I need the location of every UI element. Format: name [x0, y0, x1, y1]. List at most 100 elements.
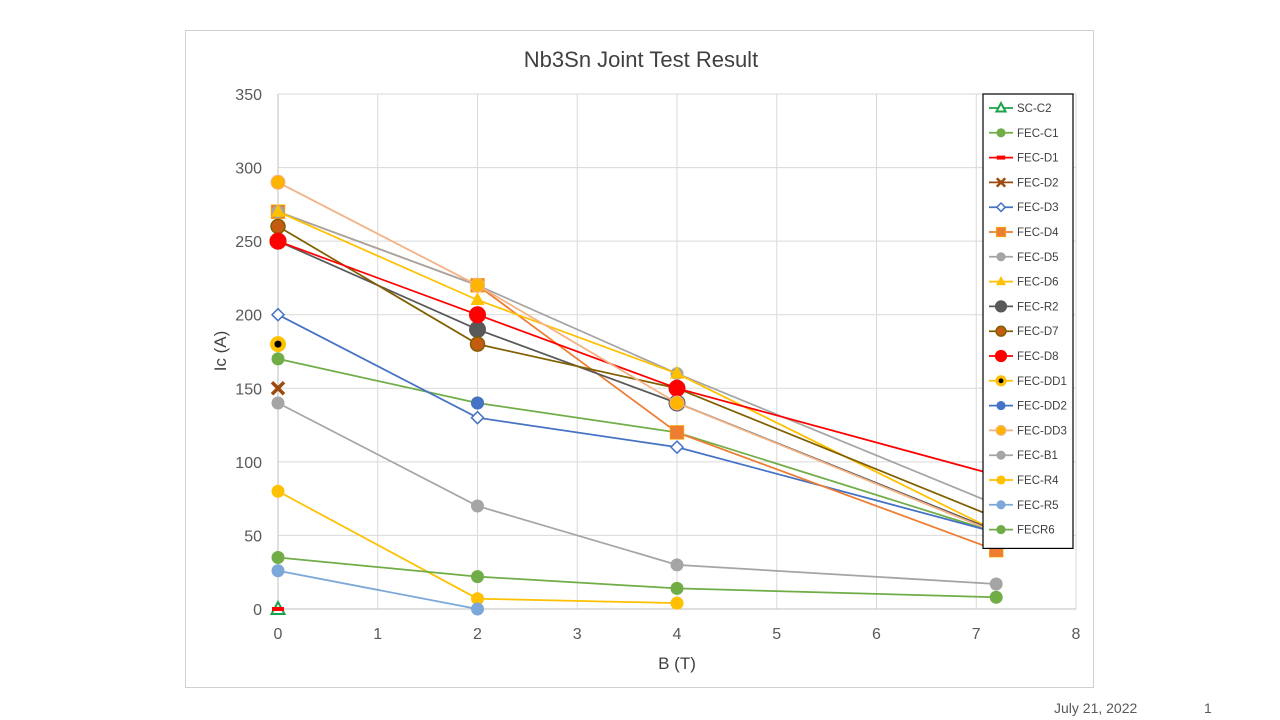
slide-date: July 21, 2022	[1054, 700, 1138, 716]
data-point-fec-r2	[469, 320, 486, 338]
legend-marker	[994, 101, 1008, 113]
data-point-fec-d8	[269, 232, 287, 250]
legend-item-fec-d3: FEC-D3	[989, 201, 1059, 214]
x-tick-label: 5	[772, 626, 781, 643]
legend-label: SC-C2	[1017, 103, 1052, 115]
data-point-fec-c1	[271, 352, 285, 366]
series-line-fec-d3	[277, 313, 997, 534]
x-tick-label: 8	[1072, 626, 1081, 643]
legend-item-fec-dd2: FEC-DD2	[989, 401, 1067, 413]
legend-label: FEC-D3	[1017, 202, 1059, 214]
series-line-fec-d7	[277, 225, 997, 519]
data-point-fec-d3	[669, 440, 685, 455]
legend-marker	[995, 201, 1007, 213]
legend-box	[982, 93, 1074, 549]
y-tick-label: 0	[253, 602, 262, 619]
series-fec-dd1	[270, 336, 286, 353]
legend-marker	[996, 500, 1006, 510]
legend-item-fec-r5: FEC-R5	[989, 500, 1059, 512]
y-tick-label: 300	[235, 161, 262, 178]
data-point-fec-r4	[670, 596, 684, 610]
legend-item-fec-dd3: FEC-DD3	[989, 425, 1067, 437]
legend-label: FEC-D2	[1017, 177, 1059, 189]
series-line-fec-d5	[277, 210, 997, 506]
data-point-fec-b1	[471, 499, 484, 513]
series-fec-d2	[270, 381, 286, 396]
series-line-fec-c1	[277, 358, 997, 534]
series-fecr6	[271, 551, 1003, 604]
legend-label: FEC-R4	[1017, 475, 1059, 487]
legend-label: FEC-D8	[1017, 351, 1059, 363]
x-axis-label: B (T)	[658, 654, 696, 673]
data-point-fec-d6	[271, 203, 285, 217]
legend-item-fec-r4: FEC-R4	[989, 475, 1059, 487]
chart-title: Nb3Sn Joint Test Result	[524, 47, 758, 72]
data-point-fec-r4	[271, 484, 285, 498]
data-point-fec-b1	[670, 558, 684, 572]
legend-label: FEC-DD1	[1017, 376, 1067, 388]
data-point-fecr6	[471, 570, 484, 584]
series-fec-dd2	[471, 396, 484, 410]
data-point-fec-d8	[668, 379, 686, 397]
legend-item-fec-d2: FEC-D2	[989, 177, 1059, 189]
legend-label: FEC-B1	[1017, 450, 1058, 462]
legend-marker-center	[998, 378, 1004, 384]
legend-marker	[996, 276, 1006, 286]
legend-label: FEC-DD2	[1017, 401, 1067, 413]
data-point-fec-d4	[669, 425, 685, 440]
y-tick-label: 350	[235, 87, 262, 104]
legend-label: FEC-D5	[1017, 252, 1059, 264]
legend-item-fec-c1: FEC-C1	[989, 128, 1059, 140]
data-point-fec-dd2	[471, 396, 484, 410]
legend-marker	[996, 450, 1006, 460]
slide-number: 1	[1204, 700, 1212, 716]
legend-item-fec-b1: FEC-B1	[989, 450, 1058, 462]
legend-marker	[995, 226, 1007, 238]
y-axis-label: Ic (A)	[211, 331, 230, 372]
legend-marker	[996, 475, 1006, 485]
data-point-fec-d1	[272, 607, 284, 611]
legend-label: FEC-R5	[1017, 500, 1059, 512]
x-tick-label: 2	[473, 626, 482, 643]
data-point-fec-d6	[470, 292, 485, 305]
data-point-fec-d7	[270, 218, 286, 235]
legend-item-fec-d5: FEC-D5	[989, 252, 1059, 264]
series-line-fec-d6	[277, 210, 997, 532]
x-tick-label: 1	[373, 626, 382, 643]
y-tick-label: 150	[235, 381, 262, 398]
y-tick-label: 50	[244, 528, 262, 545]
series-fec-d7	[270, 218, 1004, 526]
x-tick-label: 3	[573, 626, 582, 643]
legend-label: FEC-DD3	[1017, 425, 1067, 437]
legend: SC-C2 FEC-C1 FEC-D1 FEC-D2 FEC-D3 FEC-D4 FEC-D…	[982, 93, 1074, 549]
series-line-fec-b1	[277, 402, 997, 585]
legend-item-fec-d7: FEC-D7	[989, 325, 1059, 338]
legend-marker	[995, 177, 1007, 188]
series-fec-b1	[271, 396, 1003, 591]
data-point-fec-r4	[471, 592, 484, 606]
legend-label: FEC-R2	[1017, 301, 1059, 313]
series-line-fec-r2	[277, 240, 997, 532]
data-point-fec-d8	[469, 306, 486, 324]
legend-label: FEC-D7	[1017, 326, 1059, 338]
legend-item-fec-r2: FEC-R2	[989, 300, 1059, 313]
series-line-fec-d8	[277, 240, 997, 476]
legend-marker	[996, 252, 1006, 262]
legend-item-fec-d6: FEC-D6	[989, 276, 1059, 289]
legend-marker	[996, 155, 1006, 160]
legend-marker	[996, 128, 1006, 138]
series-fec-r4	[271, 484, 684, 610]
y-tick-label: 200	[235, 308, 262, 325]
legend-marker	[995, 425, 1007, 436]
line-chart: Nb3Sn Joint Test Result 0501001502002503…	[211, 47, 1081, 673]
legend-item-fec-dd1: FEC-DD1	[989, 375, 1067, 388]
legend-marker	[994, 300, 1008, 313]
gridlines	[278, 93, 1077, 609]
data-point-fec-d6	[670, 365, 684, 379]
legend-marker	[996, 401, 1006, 411]
data-point-fec-d3	[270, 307, 286, 322]
legend-label: FECR6	[1017, 525, 1055, 537]
y-tick-label: 250	[235, 234, 262, 251]
data-point-fec-b1	[271, 396, 285, 410]
data-point-fec-dd3	[669, 395, 685, 411]
